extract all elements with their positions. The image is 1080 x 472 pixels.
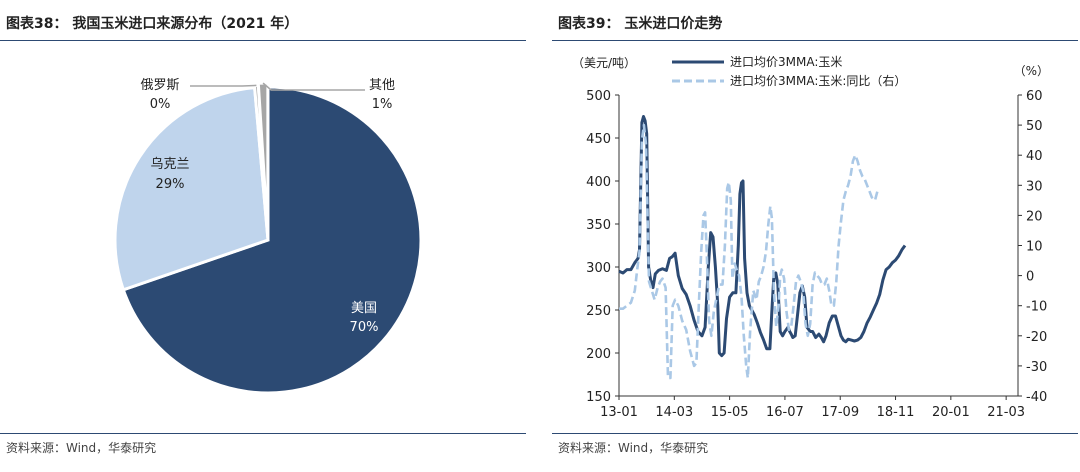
left-source: 资料来源：Wind，华泰研究: [6, 441, 157, 455]
left-tick-label-6: 450: [586, 132, 611, 147]
pie-label-name-2: 俄罗斯: [140, 78, 179, 93]
pie-chart: 美国 70% 乌克兰 29% 俄罗斯 0% 其他 1%: [113, 78, 423, 395]
left-tick-label-7: 500: [586, 89, 611, 104]
right-tick-label-9: 50: [1026, 119, 1043, 134]
pie-label-value-0: 70%: [350, 320, 379, 335]
right-tick-label-5: 10: [1026, 240, 1043, 255]
pie-label-name-0: 美国: [351, 301, 377, 316]
right-panel: 图表39： 玉米进口价走势 150 200 250 300 350 400 450 500 -4…: [552, 0, 1080, 472]
x-tick-label-6: 20-01: [932, 405, 970, 420]
x-tick-label-3: 16-07: [766, 405, 804, 420]
right-source: 资料来源：Wind，华泰研究: [558, 441, 709, 455]
right-panel-title: 图表39： 玉米进口价走势: [558, 16, 723, 32]
right-tick-label-8: 40: [1026, 149, 1043, 164]
left-tick-label-2: 250: [586, 304, 611, 319]
series-line-1: [619, 123, 879, 380]
right-tick-label-0: -40: [1026, 390, 1047, 405]
left-panel: 图表38： 我国玉米进口来源分布（2021 年） 美国 70% 乌克兰 29% 俄罗斯 0…: [0, 0, 528, 472]
x-tick-label-0: 13-01: [600, 405, 638, 420]
right-axis-unit: （%）: [1014, 64, 1049, 78]
x-tick-label-7: 21-03: [987, 405, 1025, 420]
pie-label-value-3: 1%: [372, 97, 393, 112]
pie-leader-2: [190, 84, 257, 87]
right-tick-label-4: 0: [1026, 270, 1034, 285]
left-axis-unit: （美元/吨）: [572, 56, 636, 70]
pie-label-value-1: 29%: [156, 177, 185, 192]
pie-slice-1: [113, 85, 270, 292]
right-title-rule: [552, 40, 1078, 41]
x-tick-label-2: 15-05: [711, 405, 749, 420]
pie-label-name-1: 乌克兰: [150, 156, 189, 172]
left-tick-label-1: 200: [586, 347, 611, 362]
left-source-rule: [0, 433, 526, 434]
right-tick-label-2: -20: [1026, 330, 1047, 345]
x-tick-label-4: 17-09: [821, 405, 859, 420]
left-tick-label-4: 350: [586, 218, 611, 233]
pie-leader-3: [262, 82, 365, 91]
left-panel-title: 图表38： 我国玉米进口来源分布（2021 年）: [6, 16, 299, 32]
x-tick-label-5: 18-11: [877, 405, 915, 420]
pie-label-value-2: 0%: [150, 97, 171, 112]
series-line-0: [618, 115, 907, 358]
line-chart: 150 200 250 300 350 400 450 500 -40 -30 -20 -10 0 10 2…: [572, 55, 1049, 420]
right-tick-label-6: 20: [1026, 209, 1043, 224]
left-title-rule: [0, 40, 526, 41]
left-tick-label-0: 150: [586, 390, 611, 405]
pie-label-name-3: 其他: [369, 78, 395, 93]
right-source-rule: [552, 433, 1078, 434]
legend-label-1: 进口均价3MMA:玉米:同比（右）: [730, 73, 906, 88]
right-tick-label-3: -10: [1026, 300, 1047, 315]
x-tick-label-1: 14-03: [655, 405, 693, 420]
left-tick-label-3: 300: [586, 261, 611, 276]
right-tick-label-1: -30: [1026, 360, 1047, 375]
left-tick-label-5: 400: [586, 175, 611, 190]
right-tick-label-7: 30: [1026, 179, 1043, 194]
pie-slice-0: [121, 85, 423, 395]
legend-label-0: 进口均价3MMA:玉米: [730, 55, 842, 69]
right-tick-label-10: 60: [1026, 89, 1043, 104]
